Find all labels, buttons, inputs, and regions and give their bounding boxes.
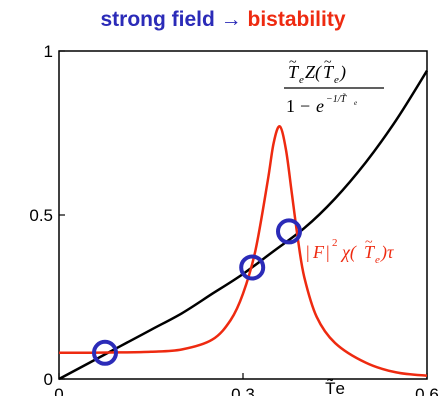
svg-text:−: − (300, 96, 310, 116)
title-strong-field: strong field (100, 8, 215, 31)
svg-text:Z(: Z( (305, 62, 322, 83)
svg-text:2: 2 (332, 237, 338, 249)
svg-text:e: e (354, 99, 357, 107)
svg-text:T: T (364, 242, 376, 262)
svg-text:e: e (299, 74, 304, 86)
title-bistability: bistability (247, 8, 346, 31)
black-curve-line (58, 70, 429, 381)
svg-text:T: T (288, 62, 300, 82)
x-tick-label: 0.6 (415, 385, 439, 396)
svg-text:e: e (334, 74, 339, 86)
y-tick-label: 0.5 (29, 206, 53, 225)
x-tick-label: 0 (54, 385, 63, 396)
svg-text:χ(: χ( (340, 242, 357, 263)
svg-text:|: | (326, 242, 330, 262)
title-arrow-icon: → (220, 8, 242, 31)
svg-text:|: | (306, 242, 310, 262)
svg-text:T: T (323, 62, 335, 82)
svg-text:e: e (375, 254, 380, 266)
svg-text:~: ~ (324, 55, 332, 70)
red-curve-line (59, 125, 428, 377)
svg-text:F: F (312, 242, 325, 262)
svg-text:)τ: )τ (380, 242, 394, 263)
intersection-circle (276, 218, 302, 245)
intersection-circle (92, 339, 118, 366)
y-tick-label: 0 (44, 370, 53, 389)
svg-text:−1/T̃: −1/T̃ (326, 92, 348, 105)
svg-text:): ) (339, 62, 346, 83)
x-tick-label: 0.3 (231, 385, 255, 396)
intersection-circle (239, 254, 266, 281)
svg-text:e: e (316, 96, 324, 116)
red-curve-formula: | F | 2 χ( T ~ e )τ (306, 235, 394, 266)
plot-frame (58, 50, 428, 380)
x-axis-label: T̃e (325, 378, 345, 396)
black-curve-formula: T ~ e Z( T ~ e ) 1 − e −1/T̃ e (284, 55, 384, 116)
svg-text:1: 1 (286, 96, 295, 116)
chart-title: strong field → bistability (0, 8, 446, 32)
y-tick-label: 1 (44, 42, 53, 61)
svg-text:~: ~ (289, 55, 297, 70)
svg-text:~: ~ (365, 235, 373, 250)
